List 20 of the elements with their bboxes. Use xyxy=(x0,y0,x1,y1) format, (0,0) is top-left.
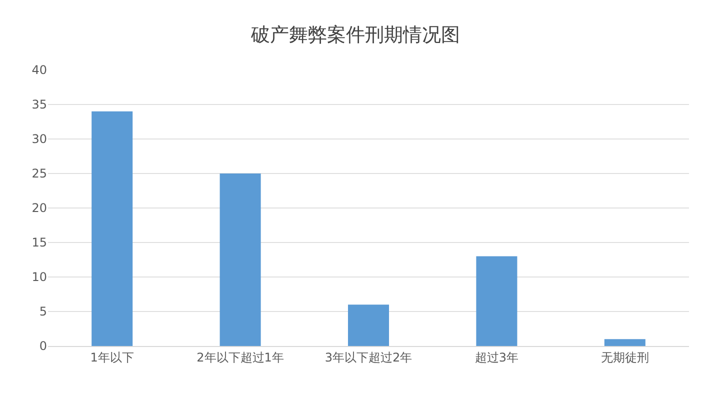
y-tick-label: 0 xyxy=(39,339,47,354)
x-tick-label: 2年以下超过1年 xyxy=(196,350,284,364)
y-tick-label: 30 xyxy=(32,132,47,146)
x-tick-label: 1年以下 xyxy=(90,350,134,364)
y-tick-label: 35 xyxy=(32,98,47,112)
x-tick-label: 超过3年 xyxy=(474,350,519,364)
bar xyxy=(348,304,390,346)
chart-title: 破产舞弊案件刑期情况图 xyxy=(250,24,460,46)
y-tick-label: 5 xyxy=(39,304,47,319)
bar xyxy=(476,256,518,346)
y-tick-label: 40 xyxy=(32,63,47,78)
bar xyxy=(220,174,261,346)
y-tick-label: 10 xyxy=(32,270,47,284)
y-tick-label: 25 xyxy=(32,166,47,181)
y-tick-label: 15 xyxy=(32,236,47,250)
x-tick-label: 3年以下超过2年 xyxy=(324,350,412,364)
bar xyxy=(92,111,133,346)
x-tick-label: 无期徒刑 xyxy=(600,350,649,364)
y-tick-label: 20 xyxy=(32,201,47,216)
bar xyxy=(604,339,646,346)
